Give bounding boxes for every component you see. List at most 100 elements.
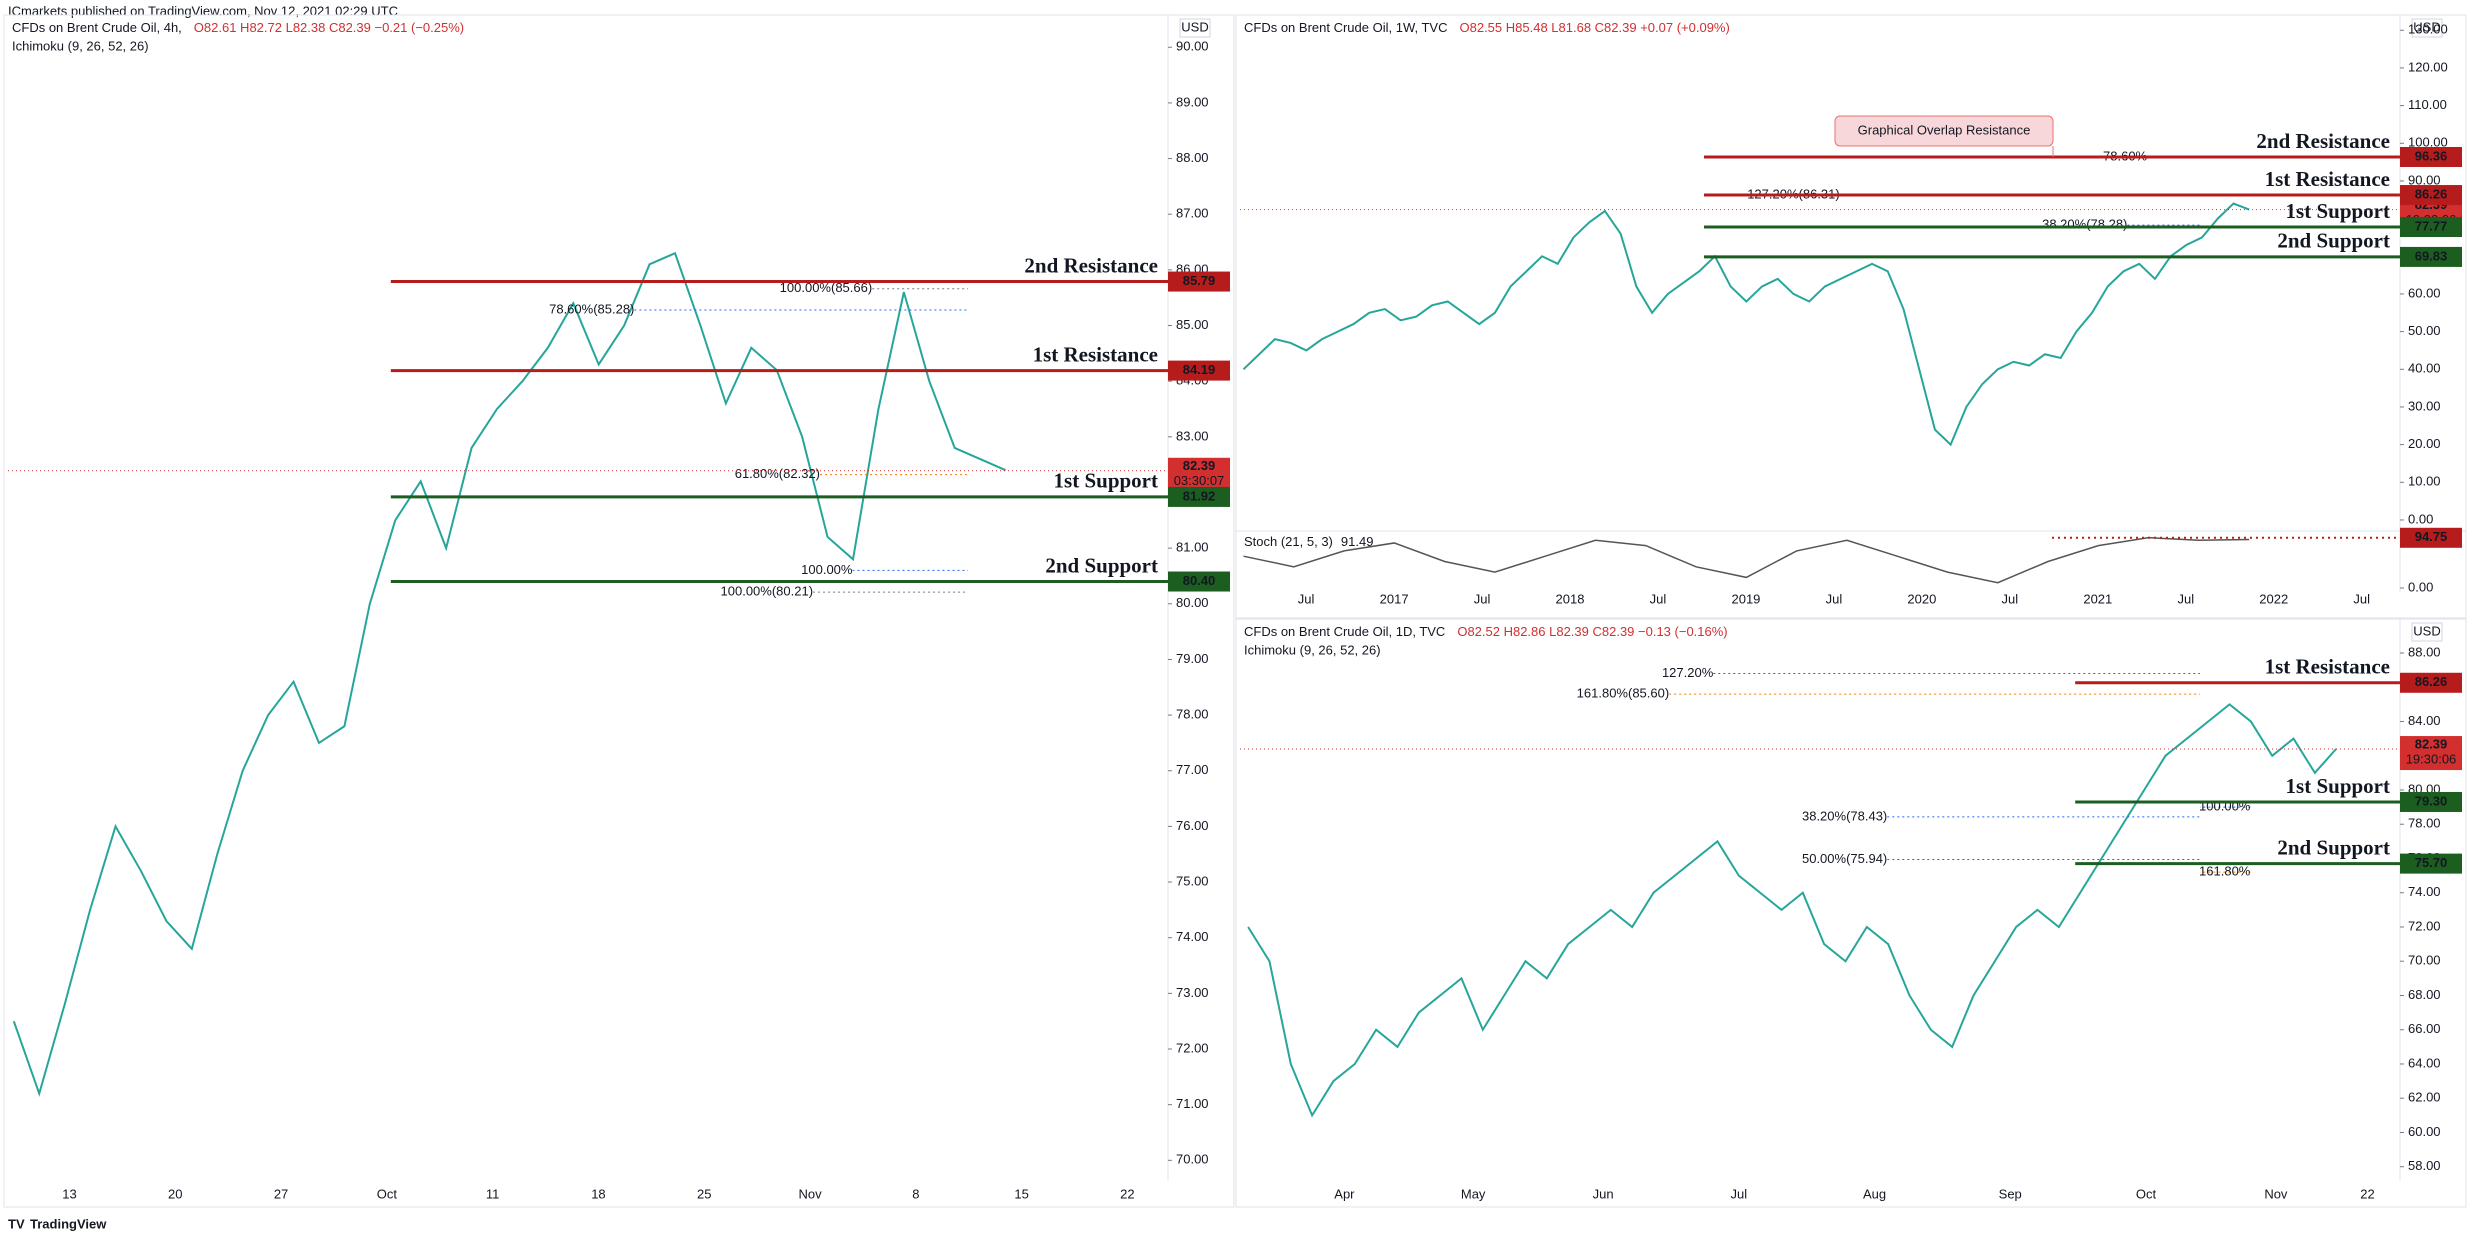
y-tick-label: 72.00 [2408, 918, 2441, 933]
level-name: 2nd Support [2277, 835, 2390, 859]
level-price-box [2400, 185, 2462, 206]
level-price-box [1168, 486, 1230, 507]
level-price: 81.92 [1183, 488, 1216, 503]
price-line [1242, 202, 2250, 447]
y-tick-label: 88.00 [2408, 644, 2441, 659]
level-price-box [2400, 217, 2462, 238]
level-name: 2nd Resistance [1024, 253, 1158, 277]
x-tick-label: May [1461, 1186, 1486, 1201]
y-tick-label: 73.00 [1176, 985, 1209, 1000]
x-tick-label: 20 [168, 1186, 182, 1201]
x-tick-label: Jul [1474, 591, 1491, 606]
y-tick-label: 62.00 [2408, 1090, 2441, 1105]
price-line [1247, 703, 2337, 1118]
y-tick-label: 89.00 [1176, 94, 1209, 109]
fib-label: 100.00% [801, 562, 853, 577]
level-name: 2nd Support [1045, 553, 1158, 577]
chart-panel: CFDs on Brent Crude Oil, 1D, TVC O82.52 H… [1235, 618, 2467, 1208]
y-tick-label: 80.00 [1176, 595, 1209, 610]
current-price-label: 82.39 [1183, 458, 1216, 473]
x-tick-label: Sep [1999, 1186, 2022, 1201]
y-tick-label: 85.00 [1176, 317, 1209, 332]
y-tick-label: 88.00 [1176, 150, 1209, 165]
level-price: 79.30 [2415, 793, 2448, 808]
x-tick-label: 13 [62, 1186, 76, 1201]
y-tick-label: 78.00 [1176, 707, 1209, 722]
currency-box [1179, 18, 1211, 38]
level-name: 1st Support [2286, 199, 2390, 223]
y-tick-label: 70.00 [1176, 1152, 1209, 1167]
x-tick-label: Apr [1334, 1186, 1355, 1201]
currency: USD [1181, 19, 1208, 34]
fib-label: 78.60%(85.28) [549, 301, 634, 316]
y-tick-label: 120.00 [2408, 59, 2448, 74]
fib-label: 38.20%(78.43) [1802, 808, 1887, 823]
level-price-box [2400, 246, 2462, 267]
y-tick-label: 77.00 [1176, 762, 1209, 777]
y-tick-label: 130.00 [2408, 22, 2448, 37]
x-tick-label: Oct [2136, 1186, 2157, 1201]
y-tick-label: 84.00 [2408, 713, 2441, 728]
chart-title: CFDs on Brent Crude Oil, 1W, TVC [1244, 20, 1448, 35]
x-tick-label: Jul [1650, 591, 1667, 606]
annotation: Graphical Overlap Resistance [1858, 122, 2031, 137]
chart-header: CFDs on Brent Crude Oil, 1D, TVC O82.52 H… [1244, 624, 1728, 639]
x-tick-label: 25 [697, 1186, 711, 1201]
fib-label: 100.00%(85.66) [780, 280, 873, 295]
fib-label: 127.20% [1662, 665, 1714, 680]
x-tick-label: 2017 [1380, 591, 1409, 606]
publisher: ICmarkets published on TradingView.com, … [8, 3, 398, 18]
y-tick-label: 81.00 [1176, 540, 1209, 555]
level-price: 85.79 [1183, 273, 1216, 288]
level-price: 84.19 [1183, 362, 1216, 377]
panel-frame [1235, 618, 2467, 1208]
stoch-name: Stoch (21, 5, 3) [1244, 534, 1333, 549]
x-tick-label: Jun [1593, 1186, 1614, 1201]
stoch-tick-label: 0.00 [2408, 579, 2433, 594]
level-price: 75.70 [2415, 855, 2448, 870]
chart-header: CFDs on Brent Crude Oil, 1W, TVC O82.55 H… [1244, 20, 1730, 35]
x-tick-label: Jul [1826, 591, 1843, 606]
level-price-box [2400, 853, 2462, 874]
panel-frame [3, 14, 1235, 1208]
y-tick-label: 74.00 [2408, 884, 2441, 899]
current-price-label: 82.39 [2415, 736, 2448, 751]
y-tick-label: 66.00 [2408, 1021, 2441, 1036]
y-tick-label: 68.00 [2408, 987, 2441, 1002]
x-tick-label: 27 [274, 1186, 288, 1201]
currency: USD [2413, 19, 2440, 34]
stoch-level-box [2400, 527, 2462, 548]
x-tick-label: 2018 [1556, 591, 1585, 606]
chart-title: CFDs on Brent Crude Oil, 4h, [12, 20, 182, 35]
price-line [12, 251, 1007, 1097]
fib-label: 161.80%(85.60) [1577, 686, 1670, 701]
x-tick-label: Jul [2177, 591, 2194, 606]
y-tick-label: 40.00 [2408, 361, 2441, 376]
ohlc: O82.52 H82.86 L82.39 C82.39 −0.13 (−0.16… [1457, 624, 1727, 639]
y-tick-label: 20.00 [2408, 436, 2441, 451]
y-tick-label: 76.00 [1176, 818, 1209, 833]
level-name: 2nd Support [2277, 229, 2390, 253]
current-price-box [2400, 736, 2462, 771]
y-tick-label: 30.00 [2408, 398, 2441, 413]
ohlc: O82.61 H82.72 L82.38 C82.39 −0.21 (−0.25… [194, 20, 464, 35]
level-name: 1st Resistance [2265, 167, 2390, 191]
chart-title: CFDs on Brent Crude Oil, 1D, TVC [1244, 624, 1445, 639]
level-price-box [2400, 672, 2462, 693]
level-name: 1st Support [2286, 774, 2390, 798]
level-price: 69.83 [2415, 248, 2448, 263]
currency: USD [2413, 623, 2440, 638]
y-tick-label: 87.00 [1176, 206, 1209, 221]
x-tick-label: 22 [1120, 1186, 1134, 1201]
y-tick-label: 10.00 [2408, 474, 2441, 489]
x-tick-label: 11 [486, 1186, 500, 1201]
level-price-box [2400, 146, 2462, 167]
y-tick-label: 83.00 [1176, 428, 1209, 443]
currency-box [2411, 18, 2443, 38]
fib-label: 50.00%(75.94) [1802, 851, 1887, 866]
countdown: 03:30:07 [1174, 473, 1225, 488]
x-tick-label: Aug [1863, 1186, 1886, 1201]
x-tick-label: 2020 [1907, 591, 1936, 606]
x-tick-label: Jul [1730, 1186, 1747, 1201]
